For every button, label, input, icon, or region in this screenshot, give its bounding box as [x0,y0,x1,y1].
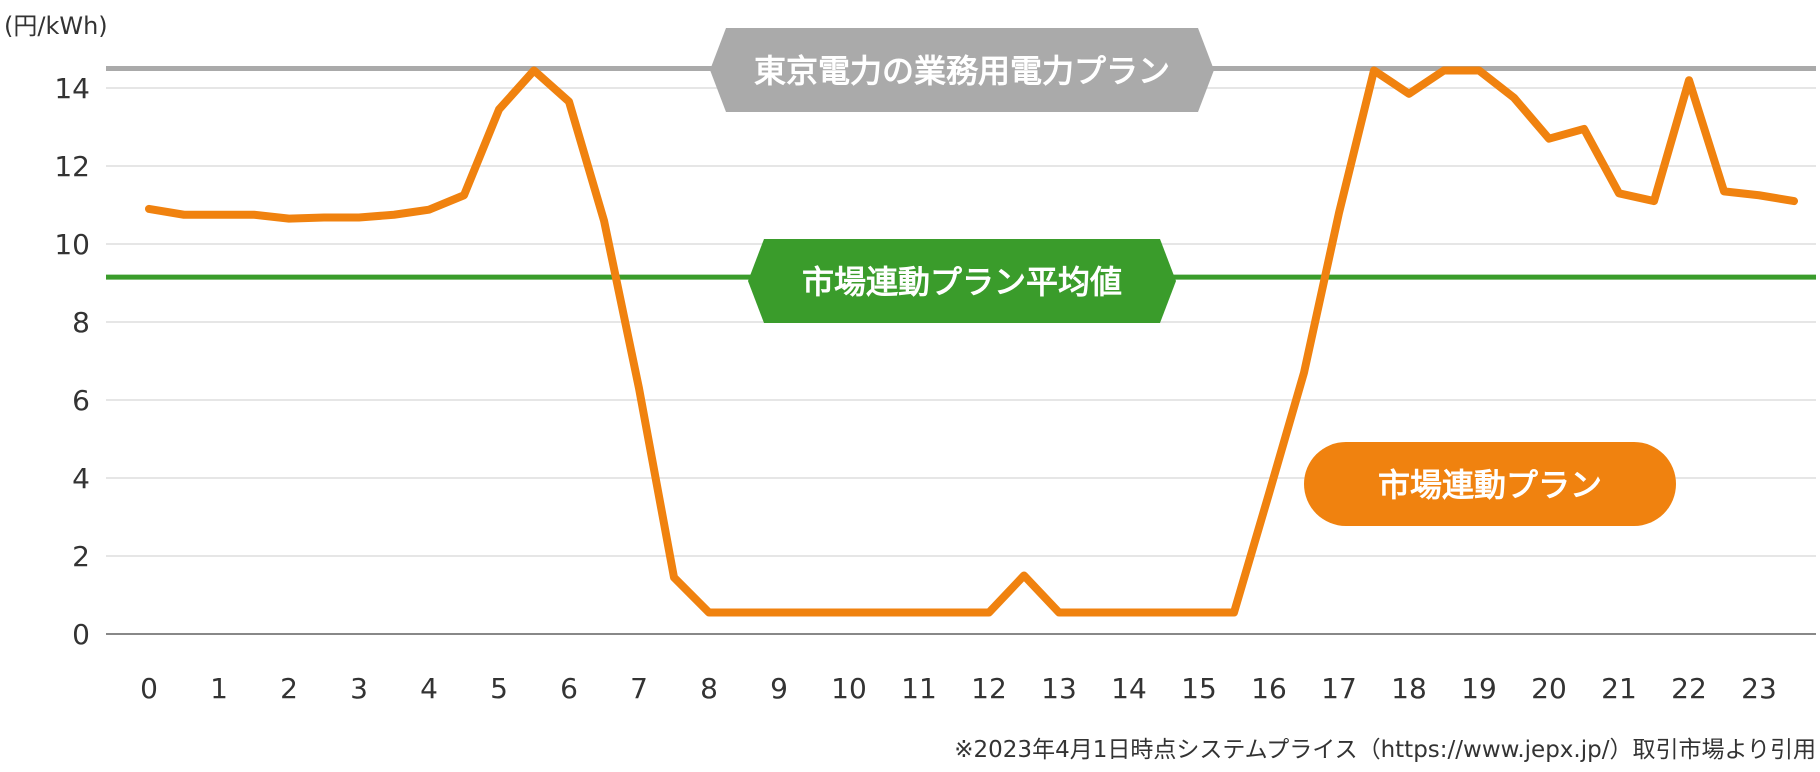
x-tick-label: 3 [350,672,368,705]
gridlines [106,87,1816,635]
x-tick-label: 6 [560,672,578,705]
y-tick-label: 12 [54,150,90,183]
x-tick-label: 7 [630,672,648,705]
x-tick-label: 12 [971,672,1007,705]
x-tick-label: 5 [490,672,508,705]
tepco-plan-label: 東京電力の業務用電力プラン [754,52,1170,90]
y-tick-label: 6 [72,384,90,417]
x-tick-label: 8 [700,672,718,705]
x-tick-label: 2 [280,672,298,705]
x-tick-label: 23 [1741,672,1777,705]
x-tick-label: 22 [1671,672,1707,705]
market-plan-badge: 市場連動プラン [1304,442,1676,526]
market-plan-line [145,66,1798,617]
y-tick-label: 10 [54,228,90,261]
x-tick-label: 15 [1181,672,1217,705]
x-tick-label: 21 [1601,672,1637,705]
x-tick-label: 17 [1321,672,1357,705]
x-tick-label: 20 [1531,672,1567,705]
tepco-plan-badge: 東京電力の業務用電力プラン [710,28,1214,112]
x-tick-label: 19 [1461,672,1497,705]
x-tick-label: 10 [831,672,867,705]
y-tick-label: 8 [72,306,90,339]
y-axis-unit: (円/kWh) [4,12,108,40]
x-tick-label: 14 [1111,672,1147,705]
y-axis-ticks: 0 2 4 6 8 10 12 14 [54,72,90,651]
x-tick-label: 1 [210,672,228,705]
source-note: ※2023年4月1日時点システムプライス（https://www.jepx.jp… [954,737,1816,763]
average-plan-label: 市場連動プラン平均値 [802,263,1122,301]
average-plan-badge: 市場連動プラン平均値 [748,239,1176,323]
y-tick-label: 14 [54,72,90,105]
market-plan-label: 市場連動プラン [1378,466,1602,504]
x-tick-label: 9 [770,672,788,705]
y-tick-label: 4 [72,462,90,495]
x-tick-label: 13 [1041,672,1077,705]
y-tick-label: 0 [72,618,90,651]
x-axis-ticks: 0 1 2 3 4 5 6 7 8 9 10 11 12 13 14 15 16 17 18 19 20 21 22 23 [140,672,1777,705]
x-tick-label: 4 [420,672,438,705]
y-tick-label: 2 [72,540,90,573]
x-tick-label: 11 [901,672,937,705]
x-tick-label: 16 [1251,672,1287,705]
x-tick-label: 18 [1391,672,1427,705]
x-tick-label: 0 [140,672,158,705]
